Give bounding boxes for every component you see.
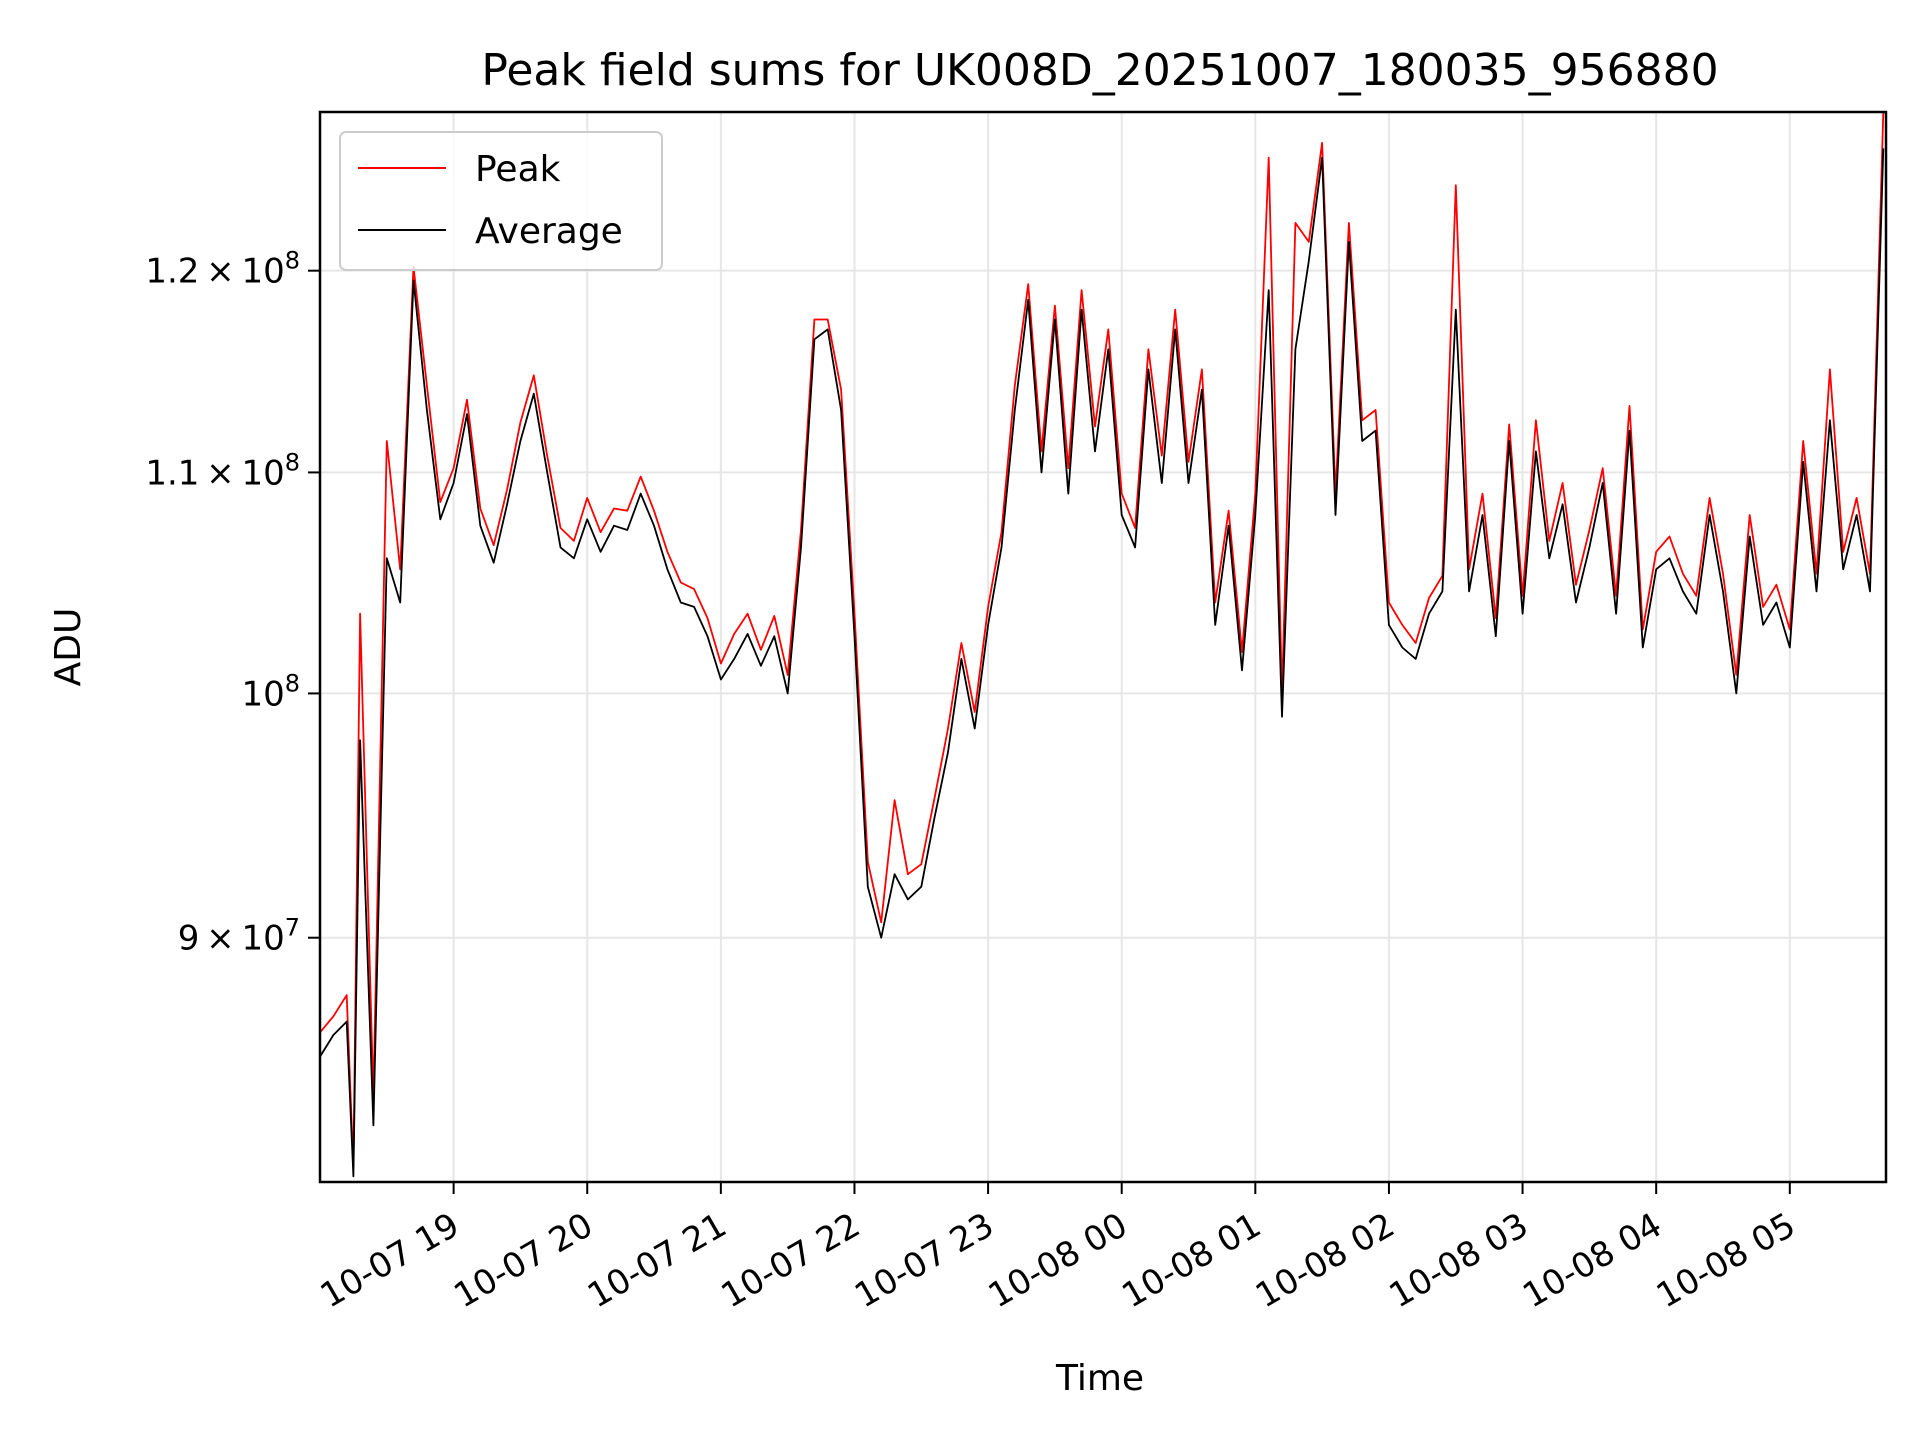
x-axis-label: Time: [1055, 1358, 1144, 1399]
peak-series: [319, 111, 1885, 1169]
y-tick-label: 1.2 × 108: [145, 247, 300, 292]
y-axis-ticks: 9 × 107 108 1.1 × 108 1.2 × 108: [145, 247, 320, 959]
y-axis-label: ADU: [48, 608, 89, 687]
plot-frame: [318, 110, 1888, 1184]
average-series: [319, 148, 1885, 1178]
y-tick-label: 1.1 × 108: [145, 448, 300, 493]
chart-title: Peak field sums for UK008D_20251007_1800…: [481, 45, 1718, 96]
average-line: [319, 148, 1885, 1178]
peak-line: [319, 111, 1885, 1169]
y-tick-label: 9 × 107: [178, 914, 300, 959]
legend-peak-label: Peak: [475, 149, 561, 190]
legend-average-label: Average: [475, 211, 623, 252]
legend-box: [339, 131, 663, 271]
legend: Peak Average: [339, 131, 663, 271]
y-tick-label: 108: [241, 669, 300, 714]
